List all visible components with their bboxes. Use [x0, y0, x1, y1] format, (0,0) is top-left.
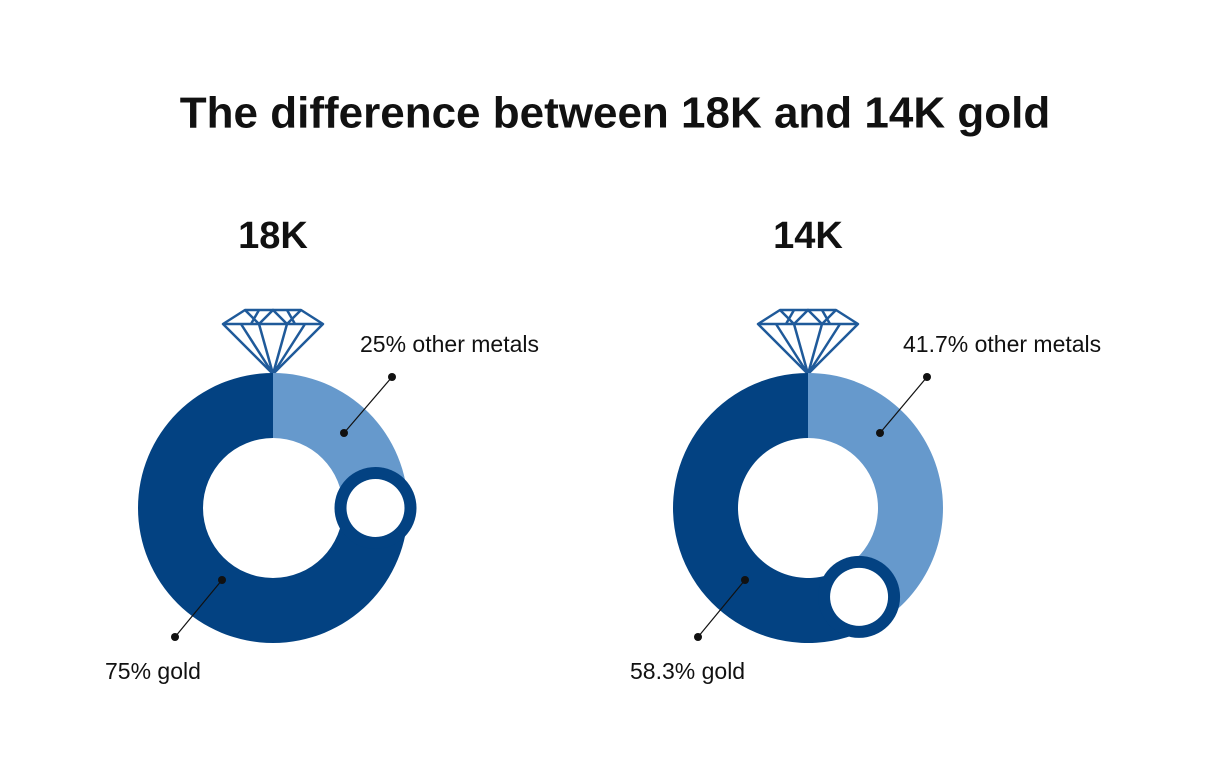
data-label: 58.3% gold — [630, 658, 745, 684]
leader-line — [174, 579, 223, 638]
leader-dot — [218, 576, 226, 584]
page-title: The difference between 18K and 14K gold — [180, 89, 1050, 138]
leader-line — [343, 376, 393, 434]
diamond-outline — [221, 308, 325, 376]
data-label: 25% other metals — [360, 331, 539, 357]
donut-segment — [808, 373, 944, 626]
leader-line — [879, 376, 928, 434]
diamond-facets — [223, 308, 323, 376]
leader-dot — [923, 373, 931, 381]
diamond-icon — [756, 308, 860, 376]
diamond-facets — [758, 308, 858, 376]
leader-dot — [876, 429, 884, 437]
leader-dot — [694, 633, 702, 641]
diamond-outline — [756, 308, 860, 376]
leader-dot — [741, 576, 749, 584]
leader-dot — [171, 633, 179, 641]
leader-dot — [340, 429, 348, 437]
data-label: 75% gold — [105, 658, 201, 684]
donut-segment — [673, 373, 876, 643]
donut-segment — [138, 373, 408, 643]
leader-dot — [388, 373, 396, 381]
chart-subtitle: 18K — [238, 215, 308, 257]
ring-stone-inner — [830, 567, 889, 626]
diamond-icon — [221, 308, 325, 376]
data-label: 41.7% other metals — [903, 331, 1101, 357]
leader-line — [697, 579, 746, 638]
chart-subtitle: 14K — [773, 215, 843, 257]
ring-stone-inner — [346, 479, 405, 537]
